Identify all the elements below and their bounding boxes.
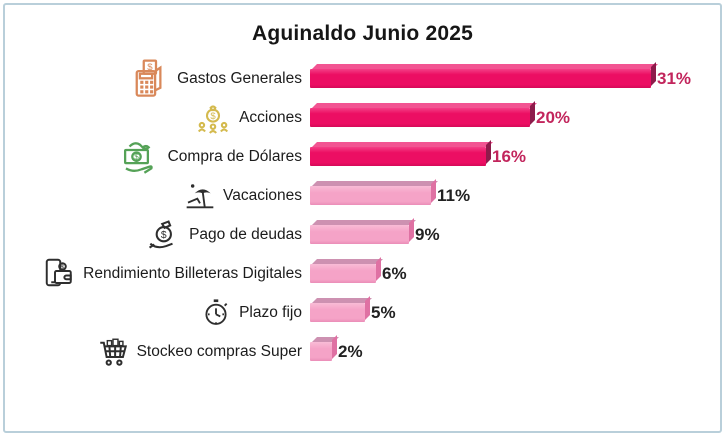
category-label: Acciones xyxy=(239,108,302,126)
bar-chart: $ Gastos General xyxy=(5,57,720,371)
value-label: 20% xyxy=(536,107,571,127)
phone-wallet-icon: $ xyxy=(40,256,76,292)
value-label: 31% xyxy=(657,68,692,88)
money-in-hand-icon: $ xyxy=(119,136,161,178)
category-label: Stockeo compras Super xyxy=(136,342,302,360)
money-bag-people-icon: $ xyxy=(194,99,232,137)
pos-terminal-icon: $ xyxy=(128,57,170,101)
chart-row: Stockeo compras Super 2% xyxy=(5,332,720,371)
stopwatch-icon xyxy=(200,297,232,329)
value-label: 16% xyxy=(492,146,527,166)
category-label: Compra de Dólares xyxy=(167,147,302,165)
hand-money-bag-icon: $ xyxy=(144,216,182,254)
shopping-cart-icon xyxy=(96,335,130,369)
category-label: Vacaciones xyxy=(223,186,302,204)
chart-row: $ Compra de Dólares 16% xyxy=(5,137,720,176)
beach-umbrella-icon xyxy=(184,180,216,212)
category-label: Rendimiento Billeteras Digitales xyxy=(83,264,302,282)
bar-stockeo-compras-super xyxy=(310,342,332,361)
category-label: Pago de deudas xyxy=(189,225,302,243)
bar-plazo-fijo xyxy=(310,303,365,322)
chart-row: $ Rendimiento Billeteras Digitales 6% xyxy=(5,254,720,293)
svg-text:$: $ xyxy=(210,110,216,121)
chart-row: Plazo fijo 5% xyxy=(5,293,720,332)
category-label: Gastos Generales xyxy=(177,69,302,87)
svg-text:$: $ xyxy=(147,61,153,72)
svg-text:$: $ xyxy=(161,229,167,240)
bar-acciones xyxy=(310,108,530,127)
svg-text:$: $ xyxy=(61,263,65,270)
svg-text:$: $ xyxy=(134,152,139,161)
category-label: Plazo fijo xyxy=(239,303,302,321)
value-label: 5% xyxy=(371,302,396,322)
bar-rendimiento-billeteras-digitales xyxy=(310,264,376,283)
chart-title: Aguinaldo Junio 2025 xyxy=(251,22,474,45)
bar-gastos-generales xyxy=(310,69,651,88)
value-label: 9% xyxy=(415,224,440,244)
chart-row: $ Pago de deudas 9% xyxy=(5,215,720,254)
value-label: 6% xyxy=(382,263,407,283)
chart-frame: Aguinaldo Junio 2025 $ xyxy=(3,3,722,433)
chart-row: Vacaciones 11% xyxy=(5,176,720,215)
bar-pago-de-deudas xyxy=(310,225,409,244)
bar-compra-de-dolares xyxy=(310,147,486,166)
bar-vacaciones xyxy=(310,186,431,205)
chart-row: $ Gastos General xyxy=(5,57,720,101)
value-label: 2% xyxy=(338,341,363,361)
chart-row: $ Acciones 20% xyxy=(5,98,720,137)
value-label: 11% xyxy=(437,185,471,205)
